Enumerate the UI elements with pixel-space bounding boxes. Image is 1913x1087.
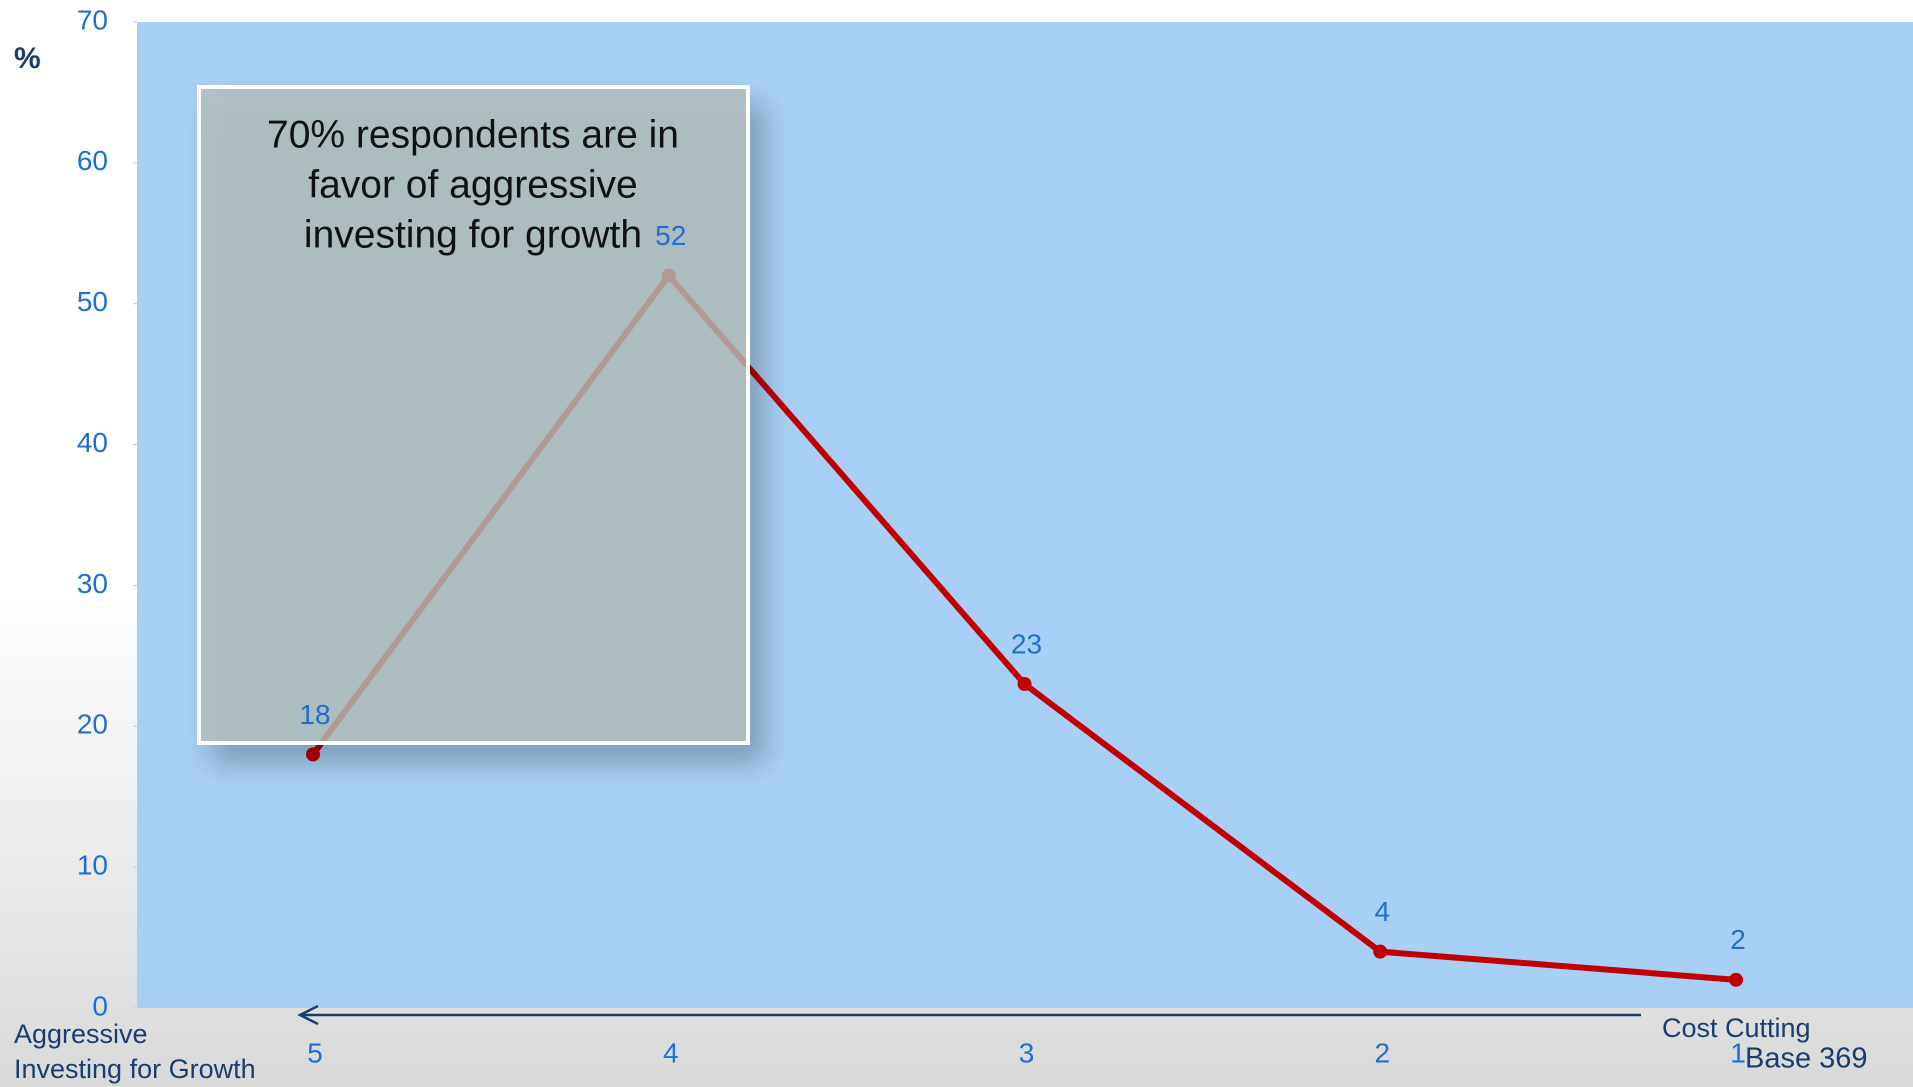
annotation-text: favor of aggressive [308,163,638,206]
data-label: 23 [1011,628,1042,659]
x-tick-label: 1 [1730,1037,1746,1068]
left-label: Investing for Growth [14,1054,256,1084]
right-label: Cost Cutting [1662,1013,1811,1043]
data-label: 18 [299,699,330,730]
x-tick-label: 2 [1374,1037,1390,1068]
y-tick-label: 30 [77,568,108,599]
point [1017,677,1032,692]
y-tick-label: 50 [77,286,108,317]
y-tick-label: 0 [92,990,108,1021]
data-label: 2 [1730,924,1746,955]
arrow-head [297,1004,319,1026]
base-note: Base 369 [1745,1043,1868,1075]
annotation-box [197,85,750,745]
x-tick-label: 5 [307,1037,323,1068]
y-tick-label: 60 [77,145,108,176]
y-axis-label: % [14,42,41,75]
annotation-text: investing for growth [304,213,642,256]
point [1373,944,1388,959]
y-tick-label: 20 [77,709,108,740]
x-tick-label: 3 [1019,1037,1035,1068]
point [1729,972,1743,987]
x-tick-label: 4 [663,1037,679,1068]
data-label: 52 [655,220,686,251]
data-label: 4 [1374,896,1390,927]
annotation-text: 70% respondents are in [267,113,679,156]
y-tick-label: 70 [77,4,108,35]
point [306,747,320,762]
y-tick-label: 40 [77,427,108,458]
left-label: Aggressive [14,1019,148,1049]
y-tick-label: 10 [77,850,108,881]
